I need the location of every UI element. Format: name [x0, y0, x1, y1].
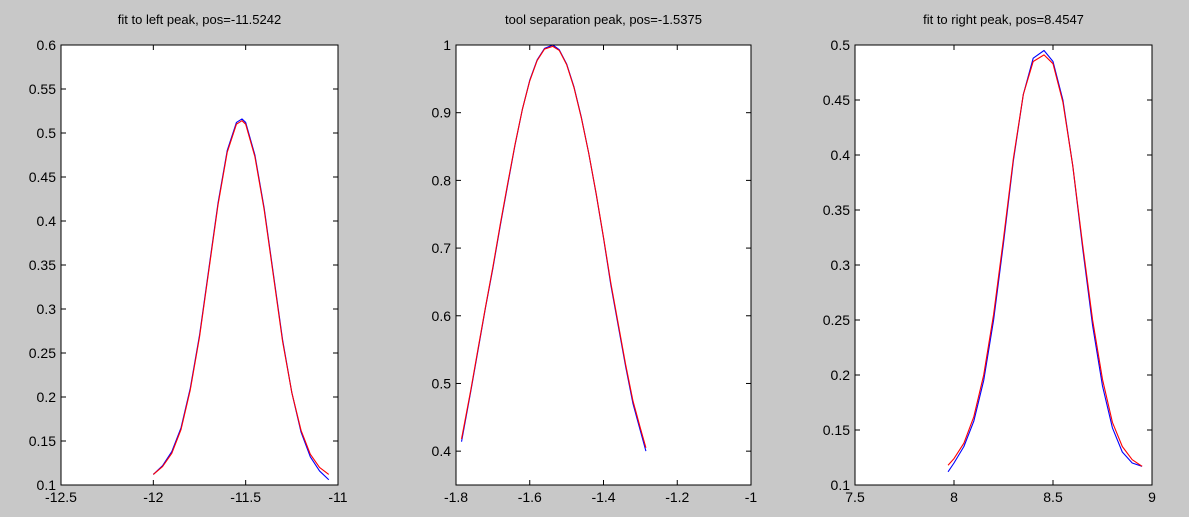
y-tick-label: 0.5	[37, 125, 57, 141]
y-tick-label: 0.2	[37, 389, 57, 405]
y-tick-label: 0.35	[823, 202, 850, 218]
y-tick-label: 0.35	[29, 257, 56, 273]
y-tick-label: 0.25	[823, 312, 850, 328]
x-tick-label: -1.6	[518, 489, 542, 505]
chart-title: tool separation peak, pos=-1.5375	[505, 12, 702, 27]
y-tick-label: 0.4	[37, 213, 57, 229]
series-line-2	[460, 45, 647, 448]
plot-area	[61, 45, 338, 485]
y-tick-label: 0.1	[831, 477, 851, 493]
chart-3: 7.5 8 8.5 9 0.1 0.15 0.2 0.25 0.3 0.35 0.4 0.45 0.5 f…	[823, 12, 1156, 505]
x-tick-label: 8	[950, 489, 958, 505]
x-tick-label: -1	[745, 489, 758, 505]
x-tick-label: -11	[328, 489, 347, 505]
plot-area	[456, 45, 751, 485]
x-tick-label: -11.5	[230, 489, 261, 505]
y-tick-label: 0.6	[37, 37, 57, 53]
y-tick-label: 0.45	[29, 169, 56, 185]
x-tick-label: -1.2	[665, 489, 689, 505]
y-tick-label: 0.5	[432, 375, 452, 391]
y-tick-label: 0.3	[831, 257, 851, 273]
y-tick-label: 0.15	[29, 433, 56, 449]
y-tick-label: 0.4	[831, 147, 851, 163]
chart-2: -1.8 -1.6 -1.4 -1.2 -1 0.4 0.5 0.6 0.7 0.8 0.9 1 too…	[432, 12, 758, 505]
y-tick-label: 1	[443, 37, 451, 53]
y-tick-label: 0.1	[37, 477, 57, 493]
y-tick-label: 0.25	[29, 345, 56, 361]
x-tick-label: -12	[143, 489, 163, 505]
chart-1: -12.5 -12 -11.5 -11 0.1 0.15 0.2 0.25 0.3 0.35 0.4…	[29, 12, 348, 505]
plot-area	[855, 45, 1152, 485]
y-tick-label: 0.45	[823, 92, 850, 108]
y-tick-label: 0.6	[432, 308, 452, 324]
y-tick-label: 0.4	[432, 443, 452, 459]
y-tick-label: 0.8	[432, 172, 452, 188]
x-tick-label: -12.5	[45, 489, 77, 505]
y-tick-label: 0.9	[432, 105, 452, 121]
series-line-2	[947, 54, 1143, 467]
x-tick-label: -1.4	[591, 489, 615, 505]
series-line-2	[152, 120, 330, 475]
x-tick-label: 8.5	[1043, 489, 1063, 505]
series-line-1	[947, 49, 1143, 473]
y-tick-label: 0.5	[831, 37, 851, 53]
chart-title: fit to right peak, pos=8.4547	[923, 12, 1084, 27]
y-tick-label: 0.55	[29, 81, 56, 97]
chart-title: fit to left peak, pos=-11.5242	[118, 12, 281, 27]
x-tick-label: -1.8	[444, 489, 468, 505]
x-tick-label: 9	[1148, 489, 1156, 505]
y-tick-label: 0.7	[432, 240, 452, 256]
x-tick-label: 7.5	[845, 489, 865, 505]
y-tick-label: 0.2	[831, 367, 851, 383]
y-tick-label: 0.15	[823, 422, 850, 438]
y-tick-label: 0.3	[37, 301, 57, 317]
